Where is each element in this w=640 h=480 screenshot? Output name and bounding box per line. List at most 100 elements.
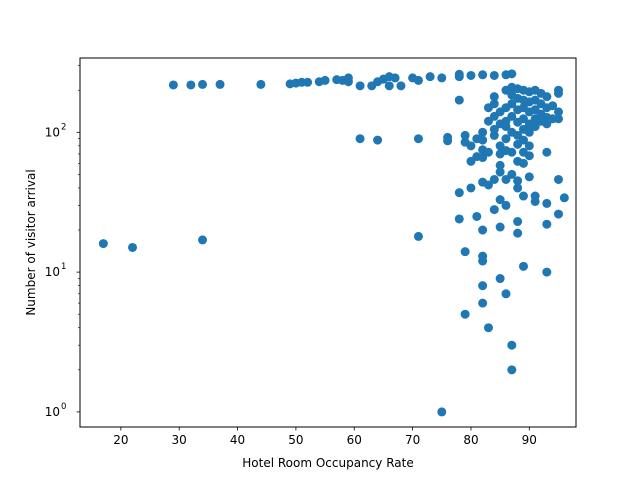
data-point (518, 114, 528, 124)
x-axis-label: Hotel Room Occupancy Rate (242, 456, 413, 470)
data-point (373, 135, 383, 145)
data-point (495, 195, 505, 205)
x-tick-label: 90 (522, 433, 537, 447)
data-point (483, 147, 493, 157)
data-point (396, 81, 406, 91)
data-point (303, 77, 313, 87)
data-point (507, 169, 517, 179)
data-point (507, 99, 517, 109)
data-point (483, 323, 493, 333)
data-point (495, 167, 505, 177)
data-point (489, 174, 499, 184)
points-layer (98, 69, 569, 417)
data-point (98, 239, 108, 249)
data-point (553, 209, 563, 219)
data-point (542, 267, 552, 277)
data-point (501, 134, 511, 144)
data-point (518, 191, 528, 201)
data-point (542, 219, 552, 229)
y-tick-exponent: 2 (61, 122, 66, 132)
data-point (489, 130, 499, 140)
y-axis-label: Number of visitor arrival (24, 169, 38, 315)
x-tick-label: 20 (113, 433, 128, 447)
data-point (413, 75, 423, 85)
data-point (518, 158, 528, 168)
data-point (454, 95, 464, 105)
data-point (530, 122, 540, 132)
data-point (542, 119, 552, 129)
data-point (501, 174, 511, 184)
data-point (478, 153, 488, 163)
data-point (460, 247, 470, 257)
data-point (553, 88, 563, 98)
x-tick-label: 40 (230, 433, 245, 447)
data-point (472, 211, 482, 221)
data-point (524, 141, 534, 151)
y-tick-label: 10 (45, 405, 60, 419)
data-point (466, 183, 476, 193)
data-point (460, 309, 470, 319)
data-point (513, 217, 523, 227)
data-point (215, 79, 225, 89)
data-point (489, 92, 499, 102)
data-point (454, 214, 464, 224)
data-point (507, 340, 517, 350)
data-point (524, 127, 534, 137)
data-point (530, 196, 540, 206)
data-point (466, 70, 476, 80)
data-point (186, 80, 196, 90)
y-tick-label: 10 (45, 265, 60, 279)
data-point (437, 73, 447, 83)
data-point (542, 147, 552, 157)
data-point (542, 198, 552, 208)
data-point (489, 205, 499, 215)
data-point (478, 298, 488, 308)
data-point (553, 107, 563, 117)
data-point (454, 188, 464, 198)
data-point (553, 174, 563, 184)
x-tick-label: 60 (347, 433, 362, 447)
data-point (501, 122, 511, 132)
data-point (355, 81, 365, 91)
data-point (495, 160, 505, 170)
data-point (355, 134, 365, 144)
data-point (478, 70, 488, 80)
data-point (413, 134, 423, 144)
data-point (513, 228, 523, 238)
data-point (425, 72, 435, 82)
data-point (413, 231, 423, 241)
y-tick-exponent: 1 (61, 262, 66, 272)
data-point (460, 130, 470, 140)
data-point (489, 99, 499, 109)
data-point (501, 200, 511, 210)
data-point (553, 114, 563, 124)
data-point (198, 79, 208, 89)
data-point (507, 111, 517, 121)
data-point (256, 79, 266, 89)
data-point (513, 183, 523, 193)
y-tick-exponent: 0 (61, 402, 66, 412)
data-point (518, 261, 528, 271)
data-point (501, 289, 511, 299)
data-point (390, 73, 400, 83)
data-point (478, 256, 488, 266)
data-point (489, 70, 499, 80)
data-point (524, 151, 534, 161)
x-tick-label: 30 (172, 433, 187, 447)
data-point (548, 101, 558, 111)
data-point (478, 281, 488, 291)
data-point (478, 135, 488, 145)
x-tick-label: 50 (288, 433, 303, 447)
data-point (168, 80, 178, 90)
x-tick-label: 70 (405, 433, 420, 447)
data-point (466, 141, 476, 151)
data-point (559, 193, 569, 203)
plot-frame (79, 57, 577, 428)
data-point (507, 69, 517, 79)
data-point (454, 69, 464, 79)
data-point (320, 75, 330, 85)
data-point (343, 73, 353, 83)
data-point (198, 235, 208, 245)
